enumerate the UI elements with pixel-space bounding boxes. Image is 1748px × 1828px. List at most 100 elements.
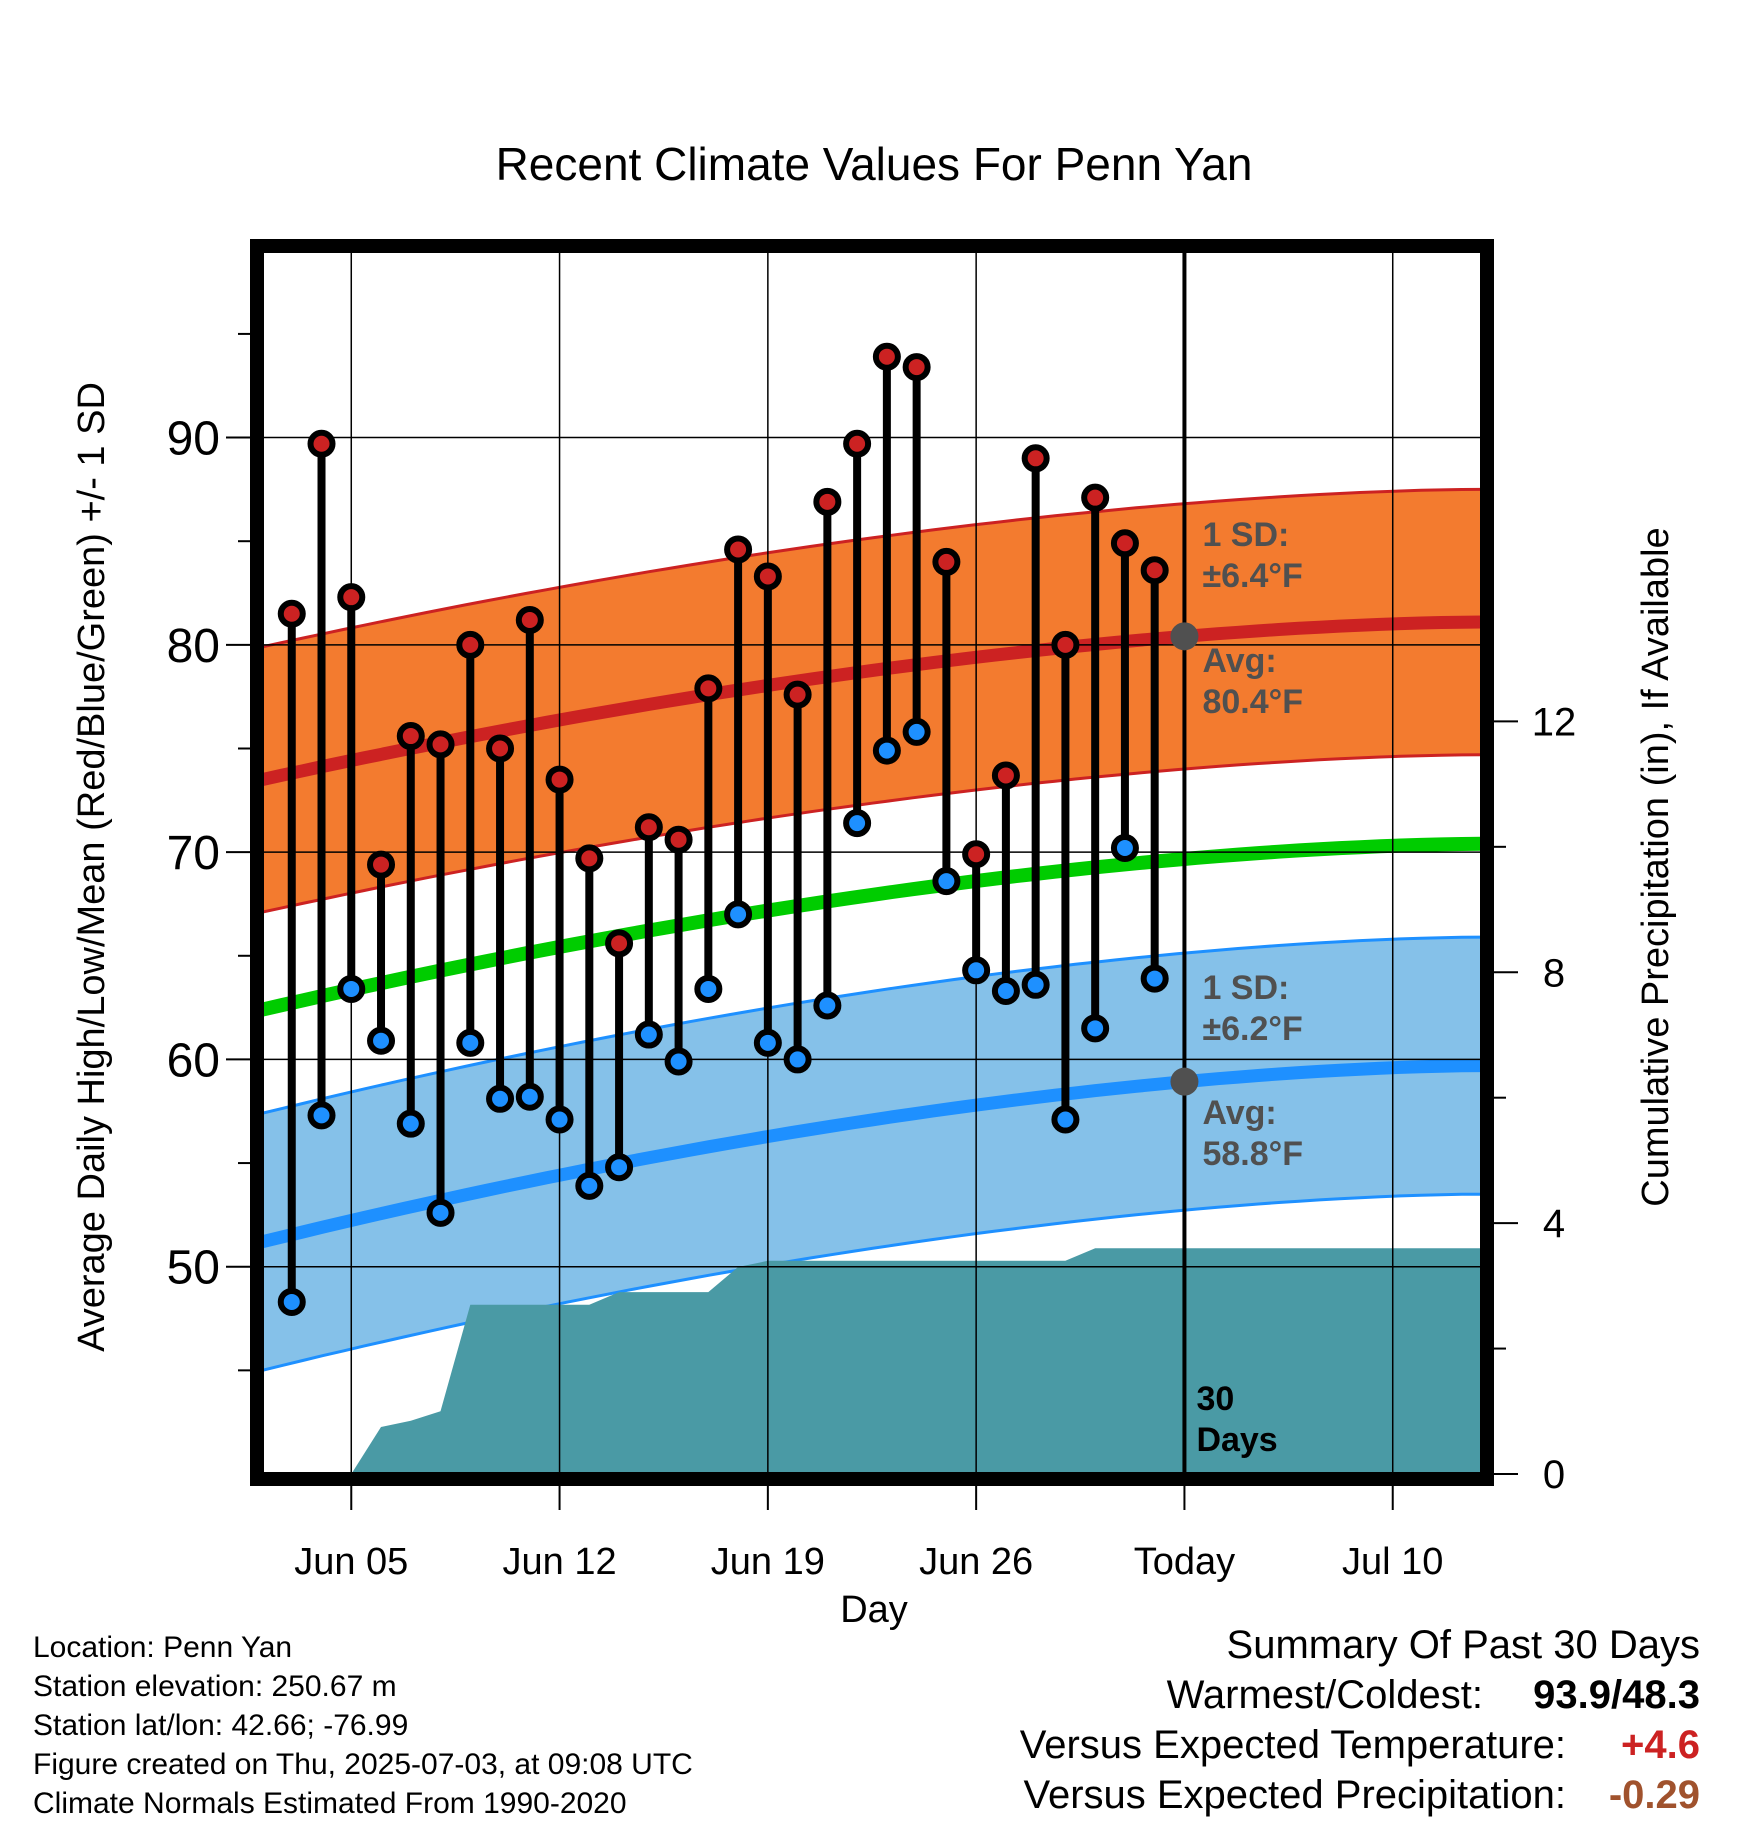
temp-departure-label: Versus Expected Temperature: (1019, 1723, 1566, 1767)
info-latlon: Station lat/lon: 42.66; -76.99 (33, 1709, 409, 1742)
y2-tick-label: 0 (1543, 1453, 1565, 1497)
today-high-avg-marker (1170, 622, 1199, 651)
low-sd-value: ±6.2°F (1202, 1010, 1302, 1048)
low-temp-point (962, 956, 991, 985)
low-temp-point (1021, 970, 1050, 999)
low-sd-label: 1 SD: (1202, 969, 1289, 1007)
high-temp-point (664, 825, 693, 854)
low-temp-point (902, 717, 931, 746)
y2-axis-label: Cumulative Precipitation (in), If Availa… (1635, 527, 1677, 1206)
clipped-layers (262, 251, 1482, 1474)
high-temp-point (515, 605, 544, 634)
high-temp-point (1051, 630, 1080, 659)
low-avg-value: 58.8°F (1202, 1135, 1303, 1173)
high-temp-point (962, 840, 991, 869)
low-temp-point (1140, 964, 1169, 993)
high-temp-point (575, 844, 604, 873)
low-temp-point (634, 1020, 663, 1049)
low-temp-point (1081, 1014, 1110, 1043)
precip-departure-label: Versus Expected Precipitation: (1023, 1773, 1566, 1817)
info-normals: Climate Normals Estimated From 1990-2020 (33, 1787, 627, 1820)
low-temp-point (813, 991, 842, 1020)
y-tick-label: 50 (167, 1242, 220, 1295)
today-low-avg-marker (1170, 1067, 1199, 1096)
x-tick-label: Jul 10 (1342, 1541, 1443, 1583)
low-temp-point (1051, 1105, 1080, 1134)
low-temp-point (664, 1047, 693, 1076)
low-temp-point (307, 1101, 336, 1130)
low-temp-point (932, 867, 961, 896)
low-temp-point (456, 1028, 485, 1057)
low-temp-point (515, 1082, 544, 1111)
low-normal-line (262, 1059, 1482, 1249)
warmest-coldest-label: Warmest/Coldest: (1166, 1673, 1483, 1717)
y2-tick-label: 4 (1543, 1202, 1565, 1246)
high-sd-band (262, 489, 1482, 913)
x-tick-label: Jun 05 (294, 1541, 408, 1583)
high-temp-point (426, 730, 455, 759)
x-tick-label: Jun 26 (919, 1541, 1033, 1583)
y-tick-label: 90 (167, 413, 220, 466)
low-temp-point (605, 1153, 634, 1182)
info-created: Figure created on Thu, 2025-07-03, at 09… (33, 1748, 693, 1781)
high-temp-point (456, 630, 485, 659)
low-avg-label: Avg: (1202, 1094, 1276, 1132)
low-temp-point (694, 974, 723, 1003)
low-temp-point (991, 977, 1020, 1006)
low-temp-point (783, 1045, 812, 1074)
high-sd-label: 1 SD: (1202, 516, 1289, 554)
low-temp-point (396, 1109, 425, 1138)
high-temp-point (1140, 556, 1169, 585)
high-temp-point (872, 342, 901, 371)
low-temp-point (575, 1171, 604, 1200)
y-tick-label: 80 (167, 620, 220, 673)
high-temp-point (902, 353, 931, 382)
high-sd-value: ±6.4°F (1202, 557, 1302, 595)
days-window-label: Days (1196, 1421, 1277, 1459)
low-temp-point (337, 974, 366, 1003)
low-temp-point (277, 1287, 306, 1316)
info-elevation: Station elevation: 250.67 m (33, 1670, 397, 1703)
low-temp-point (724, 900, 753, 929)
low-temp-point (367, 1026, 396, 1055)
high-temp-point (991, 761, 1020, 790)
plot-frame (250, 239, 1494, 1486)
y-tick-label: 70 (167, 827, 220, 880)
high-temp-point (486, 734, 515, 763)
y-tick-label: 60 (167, 1034, 220, 1087)
info-location: Location: Penn Yan (33, 1631, 293, 1664)
y2-tick-label: 12 (1532, 700, 1577, 744)
high-temp-point (1110, 529, 1139, 558)
high-temp-point (367, 850, 396, 879)
low-temp-point (545, 1105, 574, 1134)
high-temp-point (813, 487, 842, 516)
low-temp-point (426, 1198, 455, 1227)
high-sd-band-upper-edge (262, 487, 1482, 649)
x-tick-label: Jun 19 (711, 1541, 825, 1583)
high-temp-point (783, 680, 812, 709)
temp-departure-value: +4.6 (1621, 1723, 1700, 1767)
x-axis-label: Day (840, 1589, 908, 1631)
x-tick-label: Jun 12 (503, 1541, 617, 1583)
high-avg-value: 80.4°F (1202, 683, 1303, 721)
chart-title: Recent Climate Values For Penn Yan (496, 138, 1253, 190)
low-temp-point (872, 736, 901, 765)
low-temp-point (753, 1028, 782, 1057)
high-temp-point (605, 929, 634, 958)
low-sd-band-upper-edge (262, 935, 1482, 1115)
high-temp-point (694, 674, 723, 703)
high-temp-point (277, 599, 306, 628)
precip-area (351, 1248, 1482, 1474)
high-temp-point (307, 429, 336, 458)
days-window-number: 30 (1196, 1380, 1234, 1418)
summary-title: Summary Of Past 30 Days (1226, 1623, 1700, 1667)
high-temp-point (724, 535, 753, 564)
low-temp-point (843, 809, 872, 838)
low-temp-point (1110, 833, 1139, 862)
high-temp-point (932, 547, 961, 576)
high-temp-point (843, 429, 872, 458)
high-temp-point (634, 813, 663, 842)
y2-tick-label: 8 (1543, 951, 1565, 995)
